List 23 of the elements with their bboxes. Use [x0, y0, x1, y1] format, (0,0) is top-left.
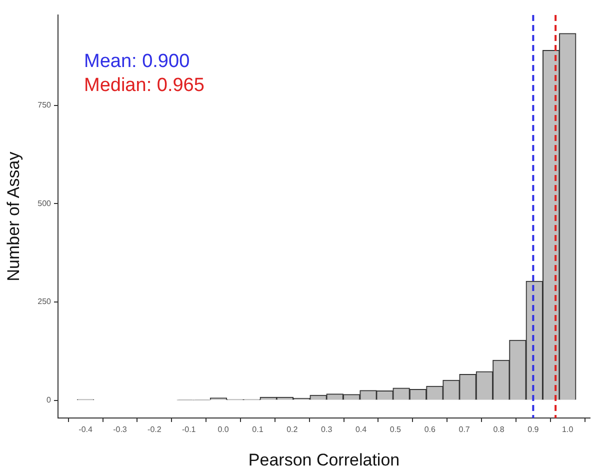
x-axis-title: Pearson Correlation: [248, 450, 400, 470]
y-tick-label: 500: [38, 198, 52, 208]
x-tick-label: 0.1: [252, 425, 264, 434]
x-tick-label: 0.8: [493, 425, 505, 434]
x-tick-label: 0.0: [218, 425, 230, 434]
y-axis-title: Number of Assay: [4, 151, 23, 282]
x-tick-label: -0.2: [148, 425, 162, 434]
x-tick-label: 0.9: [528, 425, 540, 434]
x-tick-label: 0.4: [355, 425, 368, 434]
x-tick-label: 0.7: [458, 425, 470, 434]
ref-line-label: Median: 0.965: [84, 75, 204, 96]
y-tick-label: 750: [38, 100, 52, 110]
x-tick-label: -0.3: [113, 425, 128, 434]
y-tick-label: 0: [46, 396, 52, 405]
y-tick-label: 250: [38, 297, 52, 306]
x-tick-label: -0.1: [182, 425, 196, 434]
ref-line-label: Mean: 0.900: [84, 51, 190, 72]
x-tick-label: -0.4: [78, 425, 93, 434]
x-tick-label: 1.0: [562, 425, 574, 434]
x-tick-label: 0.6: [424, 425, 436, 434]
x-tick-label: 0.5: [390, 425, 402, 434]
x-tick-label: 0.3: [321, 425, 333, 434]
x-tick-label: 0.2: [286, 425, 298, 434]
